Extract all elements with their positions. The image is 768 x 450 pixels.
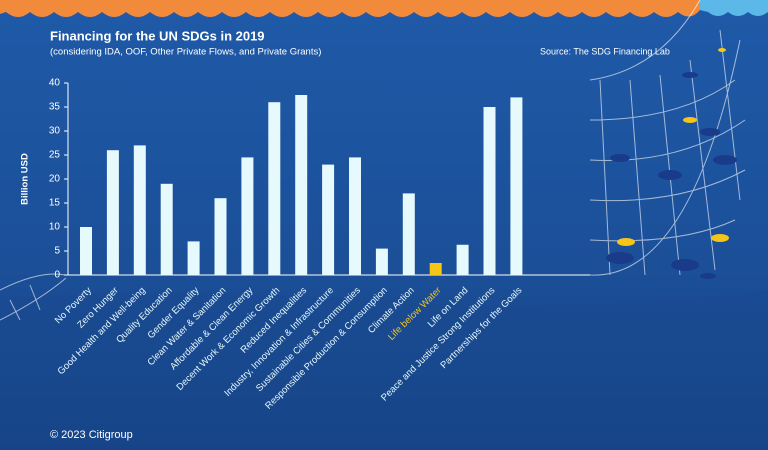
net-decoration: [0, 0, 745, 320]
y-tick-label: 35: [49, 102, 61, 113]
y-tick-label: 25: [49, 150, 61, 161]
footer: © 2023 Citigroup: [50, 429, 133, 441]
bar: [456, 244, 469, 275]
y-axis-label: Billion USD: [20, 153, 31, 205]
bar: [295, 95, 308, 275]
bar: [106, 150, 119, 275]
bar: [429, 263, 442, 275]
fish-decoration: [606, 72, 737, 279]
y-tick-label: 40: [49, 78, 61, 89]
y-tick-label: 10: [49, 222, 61, 233]
chart-subtitle: (considering IDA, OOF, Other Private Flo…: [50, 47, 321, 58]
bar: [268, 102, 281, 275]
bar: [214, 198, 227, 275]
bar: [375, 248, 388, 275]
y-tick-label: 30: [49, 126, 61, 137]
wave-decoration: [700, 0, 768, 16]
y-tick-label: 0: [54, 270, 60, 281]
source: Source: The SDG Financing Lab: [540, 46, 670, 56]
bar: [349, 157, 361, 275]
seafloor: [0, 290, 768, 450]
bar: [187, 241, 200, 275]
bar: [322, 164, 335, 275]
bar: [483, 107, 496, 275]
bar: [160, 183, 173, 275]
bar: [402, 193, 415, 275]
bar: [241, 157, 254, 275]
bar: [80, 227, 92, 275]
bar: [510, 97, 523, 276]
y-tick-label: 5: [54, 246, 60, 257]
chart-title: Financing for the UN SDGs in 2019: [50, 28, 265, 43]
y-tick-label: 15: [49, 198, 61, 209]
bar: [133, 145, 146, 275]
fish-decoration: [617, 48, 729, 246]
wave-decoration: [0, 0, 700, 17]
y-tick-label: 20: [49, 174, 61, 185]
